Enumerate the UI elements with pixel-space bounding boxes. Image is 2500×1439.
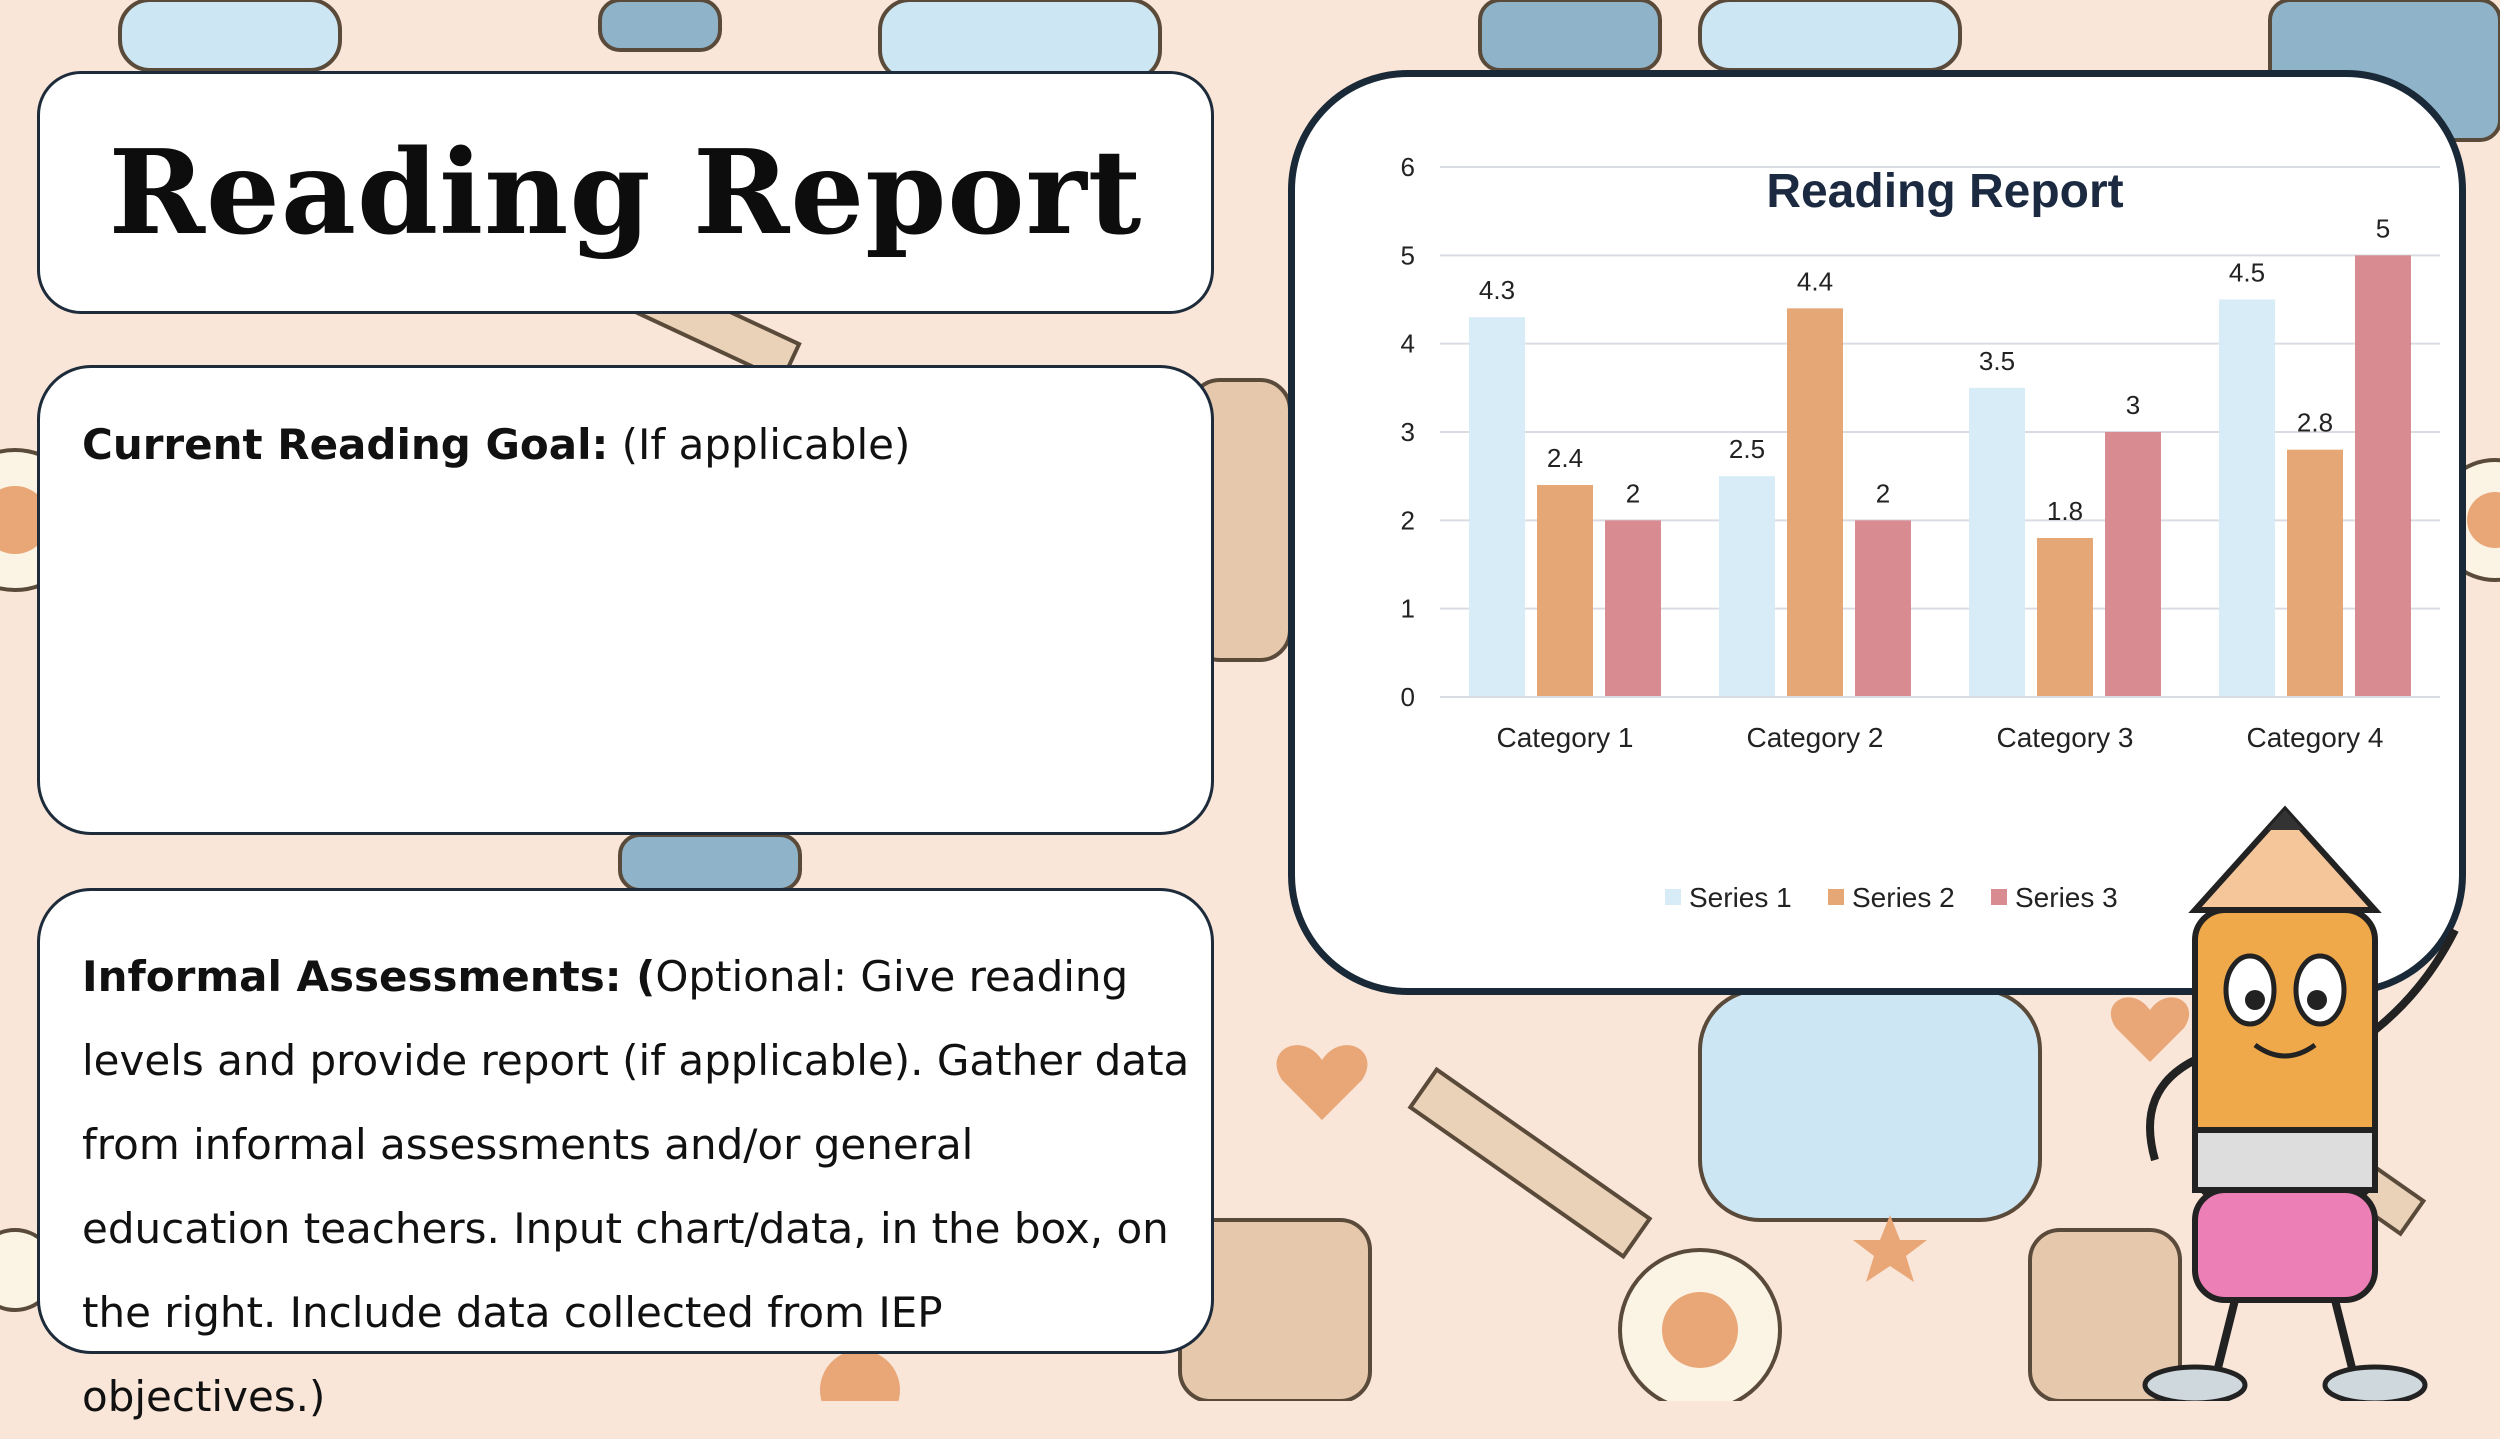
y-tick-label: 6	[1401, 152, 1415, 182]
reading-goal-card[interactable]: Current Reading Goal: (If applicable)	[37, 365, 1214, 835]
bar	[1787, 308, 1843, 697]
legend-swatch	[1665, 889, 1681, 905]
bar	[2219, 299, 2275, 697]
bar	[1719, 476, 1775, 697]
page-title: Reading Report	[108, 124, 1143, 261]
heart-icon	[1276, 997, 2190, 1120]
y-tick-label: 4	[1401, 329, 1415, 359]
x-tick-label: Category 2	[1747, 722, 1884, 753]
data-label: 3	[2126, 390, 2140, 420]
data-label: 2	[1626, 478, 1640, 508]
bar	[1537, 485, 1593, 697]
data-label: 4.3	[1479, 275, 1515, 305]
bar	[1605, 520, 1661, 697]
data-label: 1.8	[2047, 496, 2083, 526]
y-tick-label: 2	[1401, 505, 1415, 535]
legend-label: Series 1	[1689, 882, 1792, 913]
bar	[1855, 520, 1911, 697]
reading-goal-text: Current Reading Goal: (If applicable)	[82, 420, 910, 469]
pencil-mascot-icon	[2142, 805, 2459, 1401]
data-label: 2.8	[2297, 408, 2333, 438]
title-card: Reading Report	[37, 71, 1214, 314]
bar	[2105, 432, 2161, 697]
x-tick-label: Category 3	[1997, 722, 2134, 753]
legend-label: Series 2	[1852, 882, 1955, 913]
star-icon	[1853, 1215, 1927, 1282]
bar	[2037, 538, 2093, 697]
data-label: 2.4	[1547, 443, 1583, 473]
bar	[2355, 255, 2411, 698]
data-label: 2	[1876, 478, 1890, 508]
x-tick-label: Category 4	[2247, 722, 2384, 753]
legend-swatch	[1828, 889, 1844, 905]
bar-chart: 0 1 2 3 4 5 6 Reading Report 4.3 2.4 2 Category 1 2.…	[1401, 152, 2440, 913]
y-tick-label: 0	[1401, 682, 1415, 712]
legend-swatch	[1991, 889, 2007, 905]
reading-goal-note: (If applicable)	[608, 420, 911, 469]
chart-title: Reading Report	[1766, 165, 2123, 218]
bar	[1469, 317, 1525, 697]
bar	[2287, 449, 2343, 697]
legend-label: Series 3	[2015, 882, 2118, 913]
data-label: 2.5	[1729, 434, 1765, 464]
data-label: 4.4	[1797, 266, 1833, 296]
bar	[1969, 387, 2025, 697]
y-tick-label: 3	[1401, 417, 1415, 447]
informal-assessments-card[interactable]: Informal Assessments: (Optional: Give re…	[37, 888, 1214, 1421]
y-tick-label: 5	[1401, 240, 1415, 270]
data-label: 5	[2376, 213, 2390, 243]
reading-goal-label: Current Reading Goal:	[82, 420, 609, 469]
x-tick-label: Category 1	[1497, 722, 1634, 753]
data-label: 3.5	[1979, 346, 2015, 376]
informal-assessments-body: Optional: Give reading levels and provid…	[82, 952, 1190, 1421]
informal-assessments-text: Informal Assessments: (Optional: Give re…	[82, 935, 1192, 1439]
data-label: 4.5	[2229, 258, 2265, 288]
informal-assessments-label: Informal Assessments: (	[82, 952, 656, 1001]
y-tick-label: 1	[1401, 594, 1415, 624]
